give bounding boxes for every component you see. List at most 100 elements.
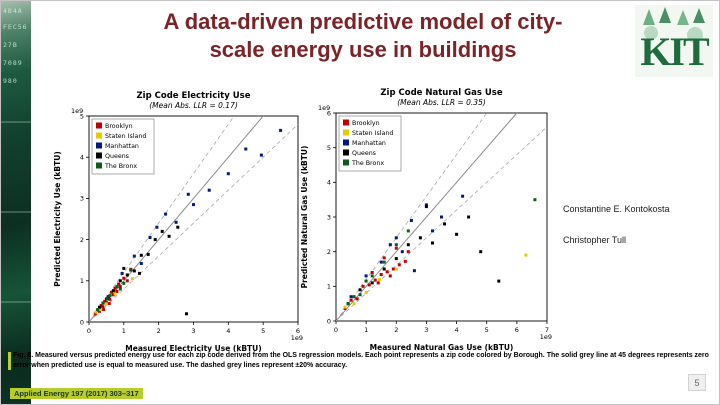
svg-text:4: 4 bbox=[327, 179, 331, 187]
data-point bbox=[96, 308, 100, 312]
data-point bbox=[122, 276, 126, 280]
data-point bbox=[122, 266, 126, 270]
data-point bbox=[94, 310, 98, 314]
svg-text:5: 5 bbox=[485, 326, 489, 334]
data-point bbox=[358, 288, 362, 292]
data-point bbox=[358, 293, 362, 297]
data-point bbox=[174, 220, 178, 224]
svg-text:Brooklyn: Brooklyn bbox=[352, 120, 380, 127]
kit-logo: KIT bbox=[635, 5, 713, 77]
data-point bbox=[93, 312, 97, 316]
data-point bbox=[101, 305, 105, 309]
y-scale-label: 1e9 bbox=[318, 104, 330, 112]
data-point bbox=[138, 271, 141, 275]
data-point bbox=[105, 297, 109, 301]
svg-text:7: 7 bbox=[545, 326, 549, 334]
svg-text:3: 3 bbox=[191, 327, 195, 335]
svg-text:Brooklyn: Brooklyn bbox=[105, 123, 133, 130]
svg-text:5: 5 bbox=[327, 144, 331, 152]
svg-text:0: 0 bbox=[327, 317, 331, 325]
data-point bbox=[107, 302, 111, 305]
page-number: 5 bbox=[688, 374, 706, 391]
natural-gas-scatter-chart: Zip Code Natural Gas Use (Mean Abs. LLR =… bbox=[298, 83, 556, 355]
data-point bbox=[355, 297, 359, 301]
data-point bbox=[467, 215, 471, 219]
strip-text: 980 bbox=[3, 77, 18, 85]
chart-title: Zip Code Electricity Use bbox=[137, 91, 251, 101]
x-scale-label: 1e9 bbox=[540, 333, 552, 341]
x-axis-label: Measured Electricity Use (kBTU) bbox=[125, 344, 261, 353]
data-point bbox=[139, 262, 143, 265]
svg-text:0: 0 bbox=[80, 318, 84, 326]
data-point bbox=[403, 259, 407, 263]
lower-error-line bbox=[89, 123, 298, 322]
data-point bbox=[394, 257, 398, 261]
data-point bbox=[102, 308, 106, 312]
svg-text:4: 4 bbox=[455, 326, 459, 334]
svg-text:2: 2 bbox=[394, 326, 398, 334]
slide-title: A data-driven predictive model of city- … bbox=[93, 8, 633, 63]
data-point bbox=[364, 274, 368, 278]
data-point bbox=[367, 283, 371, 287]
data-point bbox=[524, 253, 528, 257]
author-name-2: Christopher Tull bbox=[563, 235, 627, 245]
data-point bbox=[113, 286, 117, 290]
data-point bbox=[394, 246, 398, 250]
data-point bbox=[99, 308, 102, 312]
data-point bbox=[412, 269, 416, 273]
data-point bbox=[346, 302, 350, 306]
data-point bbox=[391, 267, 395, 271]
data-point bbox=[394, 267, 398, 271]
data-point bbox=[115, 290, 119, 293]
y-axis-label: Predicted Electricity Use (kBTU) bbox=[53, 151, 62, 287]
data-point bbox=[113, 292, 117, 296]
data-point bbox=[148, 236, 152, 239]
data-point bbox=[207, 188, 211, 192]
svg-text:6: 6 bbox=[296, 327, 300, 335]
data-point bbox=[370, 274, 374, 278]
data-point bbox=[370, 281, 374, 285]
data-point bbox=[104, 302, 108, 306]
data-point bbox=[106, 295, 110, 299]
data-point bbox=[349, 298, 353, 302]
strip-text: 27B bbox=[3, 41, 18, 49]
data-point bbox=[118, 285, 122, 289]
data-point bbox=[431, 241, 434, 245]
svg-text:1: 1 bbox=[80, 277, 84, 285]
data-point bbox=[443, 222, 446, 226]
data-point bbox=[132, 254, 136, 258]
data-point bbox=[160, 229, 164, 233]
svg-text:Staten Island: Staten Island bbox=[352, 130, 393, 137]
data-point bbox=[352, 295, 356, 299]
data-point bbox=[108, 297, 112, 301]
data-point bbox=[424, 205, 428, 209]
data-point bbox=[244, 147, 248, 151]
data-point bbox=[98, 305, 101, 309]
data-point bbox=[440, 215, 443, 219]
legend: Brooklyn Staten Island Manhattan Queens The … bbox=[338, 115, 402, 172]
identity-line bbox=[336, 113, 518, 321]
data-point bbox=[379, 260, 383, 264]
svg-text:Staten Island: Staten Island bbox=[105, 133, 146, 140]
author-name-1: Constantine E. Kontokosta bbox=[563, 204, 670, 214]
svg-text:3: 3 bbox=[80, 195, 84, 203]
data-point bbox=[497, 279, 501, 283]
kit-logo-text: KIT bbox=[640, 29, 710, 74]
title-line-1: A data-driven predictive model of city- bbox=[163, 9, 563, 34]
data-point bbox=[406, 243, 410, 247]
svg-text:2: 2 bbox=[157, 327, 161, 335]
data-point bbox=[110, 290, 114, 294]
svg-text:6: 6 bbox=[327, 109, 331, 117]
data-point bbox=[125, 279, 129, 283]
data-point bbox=[394, 243, 398, 247]
svg-text:3: 3 bbox=[424, 326, 428, 334]
svg-text:5: 5 bbox=[80, 112, 84, 120]
data-point bbox=[373, 278, 377, 282]
data-point bbox=[146, 252, 150, 256]
svg-text:4: 4 bbox=[80, 154, 84, 162]
data-point bbox=[259, 153, 263, 157]
data-point bbox=[186, 192, 190, 196]
strip-text: 4B4A bbox=[3, 7, 23, 15]
svg-text:1: 1 bbox=[327, 283, 331, 291]
strip-streak bbox=[1, 121, 31, 123]
